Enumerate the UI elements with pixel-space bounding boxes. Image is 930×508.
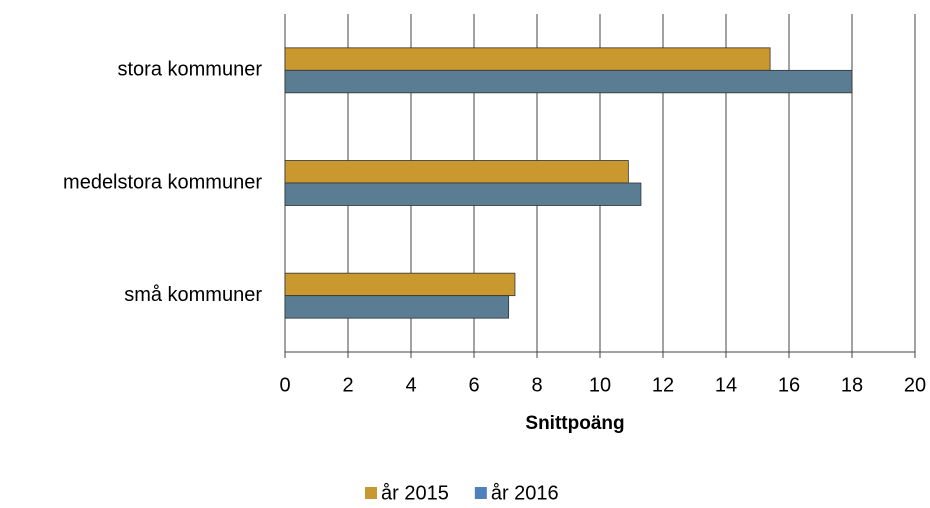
x-tick-label: 10 bbox=[589, 374, 611, 396]
y-tick-label: medelstora kommuner bbox=[63, 171, 262, 193]
x-tick-label: 4 bbox=[405, 374, 416, 396]
y-tick-label: små kommuner bbox=[124, 284, 262, 306]
x-tick-label: 8 bbox=[531, 374, 542, 396]
bar bbox=[284, 69, 853, 94]
x-tick-label: 18 bbox=[841, 374, 863, 396]
x-tick-label: 12 bbox=[652, 374, 674, 396]
bar bbox=[284, 160, 629, 184]
legend-swatch bbox=[474, 487, 487, 499]
x-axis-title: Snittpoäng bbox=[525, 413, 624, 434]
x-tick-label: 2 bbox=[342, 374, 353, 396]
x-tick-label: 14 bbox=[715, 374, 737, 396]
x-tick-label: 6 bbox=[468, 374, 479, 396]
bar bbox=[284, 47, 771, 71]
x-tick-label: 20 bbox=[904, 374, 926, 396]
x-tick-label: 0 bbox=[279, 374, 290, 396]
x-tick-label: 16 bbox=[778, 374, 800, 396]
legend-swatch bbox=[365, 487, 377, 499]
bar bbox=[284, 295, 510, 319]
legend-label: år 2015 bbox=[381, 482, 449, 504]
bar bbox=[284, 272, 516, 297]
legend-label: år 2016 bbox=[491, 482, 559, 504]
y-tick-label: stora kommuner bbox=[118, 59, 263, 81]
bar bbox=[284, 182, 642, 206]
